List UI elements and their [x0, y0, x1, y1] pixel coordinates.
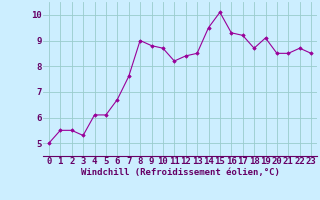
X-axis label: Windchill (Refroidissement éolien,°C): Windchill (Refroidissement éolien,°C): [81, 168, 279, 177]
